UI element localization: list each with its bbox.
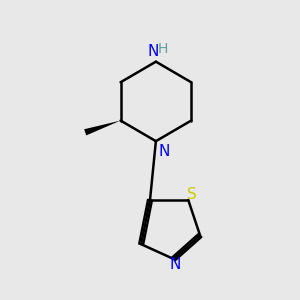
Polygon shape bbox=[84, 121, 121, 135]
Text: H: H bbox=[158, 42, 168, 56]
Text: N: N bbox=[158, 143, 169, 158]
Text: S: S bbox=[187, 187, 197, 202]
Text: N: N bbox=[147, 44, 159, 59]
Text: N: N bbox=[169, 257, 181, 272]
